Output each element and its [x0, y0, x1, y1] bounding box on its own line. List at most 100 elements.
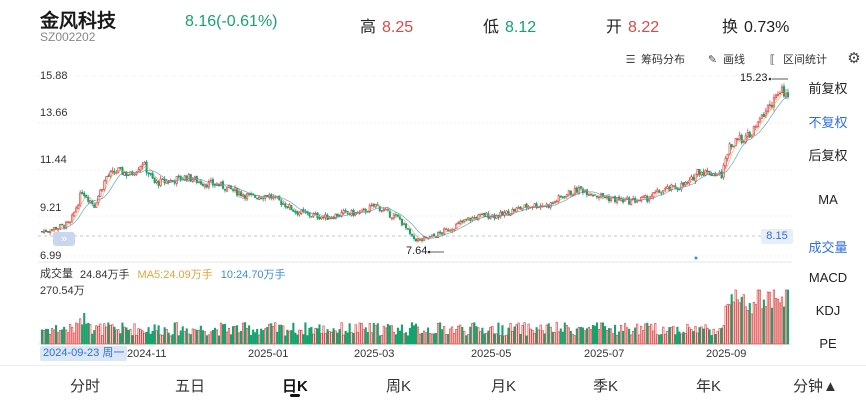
volume-bar	[115, 329, 118, 345]
candle-body	[290, 204, 293, 211]
volume-bar	[233, 326, 237, 345]
tab-minute[interactable]: 分钟▲	[793, 378, 838, 395]
volume-bar	[276, 331, 279, 345]
candle-body	[55, 227, 58, 230]
volume-bar	[766, 291, 769, 345]
candle-body	[242, 194, 245, 197]
volume-bar	[624, 323, 627, 345]
range-icon: ⟦	[769, 53, 776, 66]
tab-weekly-k[interactable]: 周K	[386, 378, 412, 395]
candle-body	[690, 176, 693, 180]
candle-body	[83, 192, 86, 197]
scroll-left-handle[interactable]: »	[53, 232, 75, 246]
volume-bar	[290, 330, 293, 345]
menu-volume[interactable]: 成交量	[808, 240, 848, 255]
candle-body	[286, 206, 289, 209]
volume-bar	[73, 332, 76, 345]
menu-pe[interactable]: PE	[819, 336, 837, 351]
volume-bar	[155, 330, 158, 345]
volume-bar	[268, 323, 271, 345]
candle-body	[143, 162, 146, 165]
volume-bar	[322, 325, 325, 345]
volume-bar	[601, 322, 605, 345]
volume-bar	[179, 330, 182, 345]
candle-body	[680, 183, 683, 190]
tab-quarterly-k[interactable]: 季K	[593, 378, 619, 395]
volume-bar	[706, 327, 709, 345]
volume-bar	[274, 322, 277, 345]
candle-body	[760, 114, 763, 119]
menu-ma[interactable]: MA	[818, 192, 838, 207]
candle-body	[209, 180, 212, 182]
candle-body	[123, 172, 126, 176]
candle-body	[730, 143, 733, 148]
candle-body	[473, 217, 476, 219]
volume-bar	[93, 330, 96, 345]
tab-yearly-k[interactable]: 年K	[696, 378, 722, 395]
candle-body	[567, 190, 570, 196]
volume-bar	[308, 327, 311, 345]
candle-body	[71, 214, 74, 222]
volume-value: 24.84万手	[80, 269, 130, 281]
candle-body	[551, 202, 554, 204]
volume-bar	[720, 327, 723, 345]
candle-body	[523, 204, 526, 208]
candle-body	[368, 205, 371, 212]
volume-bar	[543, 333, 546, 345]
volume-bar	[278, 324, 281, 345]
price-tick: 6.99	[40, 250, 62, 262]
volume-bar	[368, 322, 371, 345]
tab-daily-k[interactable]: 日K	[282, 378, 308, 395]
gear-icon[interactable]: ⚙	[847, 50, 861, 67]
candle-body	[728, 143, 731, 155]
menu-post-adjusted[interactable]: 后复权	[808, 148, 848, 163]
volume-bar	[147, 327, 150, 345]
draw-line-button[interactable]: ✎ 画线	[707, 53, 745, 67]
candle-body	[461, 220, 464, 223]
volume-bar	[559, 328, 562, 345]
volume-bar	[292, 322, 295, 345]
volume-bar	[519, 334, 522, 345]
candle-body	[591, 195, 595, 197]
menu-not-adjusted[interactable]: 不复权	[808, 115, 848, 130]
candle-body	[139, 166, 142, 171]
range-stats-button[interactable]: ⟦ 区间统计	[766, 48, 827, 70]
volume-bar	[217, 335, 221, 345]
chips-distribution-button[interactable]: ☰ 筹码分布	[625, 53, 685, 67]
volume-bar	[143, 332, 146, 345]
volume-bar	[545, 324, 548, 345]
tab-five-day[interactable]: 五日	[175, 378, 206, 395]
candle-body	[682, 182, 685, 186]
candle-body	[778, 92, 782, 95]
volume-bar	[137, 328, 140, 345]
volume-bar	[752, 301, 755, 345]
candle-body	[392, 214, 395, 219]
price-tick: 15.88	[40, 70, 68, 82]
volume-bar	[48, 333, 52, 345]
candle-body	[223, 188, 227, 191]
candle-body	[330, 217, 333, 219]
volume-bar	[583, 330, 586, 345]
candle-body	[463, 219, 466, 222]
candle-body	[46, 231, 50, 233]
menu-pre-adjusted[interactable]: 前复权	[808, 81, 848, 96]
volume-bar	[262, 330, 265, 345]
tab-monthly-k[interactable]: 月K	[491, 378, 517, 395]
candle-body	[282, 202, 285, 205]
menu-kdj[interactable]: KDJ	[815, 303, 841, 318]
tab-intraday[interactable]: 分时	[70, 378, 101, 395]
volume-bar	[607, 328, 611, 345]
volume-bar	[589, 329, 592, 345]
turnover-value: 0.73%	[744, 19, 790, 36]
kline-chart[interactable]	[0, 66, 796, 366]
volume-bar	[201, 330, 204, 345]
volume-bar	[181, 326, 184, 345]
volume-bars	[40, 289, 790, 345]
volume-bar	[420, 332, 424, 345]
candle-body	[754, 125, 757, 128]
volume-bar	[782, 306, 786, 345]
candle-body	[499, 211, 502, 218]
volume-bar	[254, 332, 257, 345]
menu-macd[interactable]: MACD	[808, 270, 848, 285]
volume-bar	[467, 333, 470, 345]
